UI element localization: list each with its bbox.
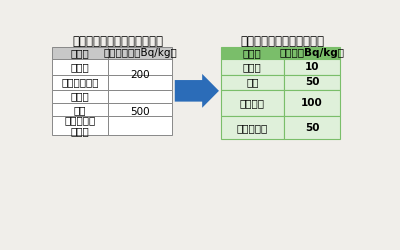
Bar <box>284 47 340 59</box>
Text: 放射性セシウムの暫定規制値: 放射性セシウムの暫定規制値 <box>73 36 164 49</box>
Polygon shape <box>175 74 219 108</box>
Text: 食品群: 食品群 <box>71 48 90 58</box>
Text: 200: 200 <box>130 70 150 80</box>
Text: 一般食品: 一般食品 <box>240 98 265 108</box>
Bar <box>52 103 108 116</box>
Bar <box>108 103 172 116</box>
Text: 食品群: 食品群 <box>243 48 262 58</box>
Bar <box>52 59 108 75</box>
Text: 500: 500 <box>130 108 150 118</box>
Bar <box>220 116 284 139</box>
Bar <box>52 75 108 90</box>
Text: 暫定規制値（Bq/kg）: 暫定規制値（Bq/kg） <box>103 48 177 58</box>
Text: 50: 50 <box>305 77 319 87</box>
Text: 牛乳: 牛乳 <box>246 77 258 87</box>
Bar <box>108 59 172 75</box>
Bar <box>52 47 108 59</box>
Bar <box>284 116 340 139</box>
Bar <box>220 90 284 116</box>
Text: 放射性セシウムの新基準値: 放射性セシウムの新基準値 <box>240 36 324 49</box>
Text: 飲料水: 飲料水 <box>71 62 90 72</box>
Text: 飲料水: 飲料水 <box>243 62 262 72</box>
Bar <box>52 116 108 135</box>
Text: 肉・卵・魚
その他: 肉・卵・魚 その他 <box>64 115 96 136</box>
Text: 乳児用食品: 乳児用食品 <box>237 123 268 133</box>
Bar <box>220 59 284 75</box>
Text: 100: 100 <box>301 98 323 108</box>
Bar <box>284 59 340 75</box>
Bar <box>284 75 340 90</box>
Bar <box>220 47 284 59</box>
Bar <box>108 75 172 90</box>
Text: 基準値（Bq/kg）: 基準値（Bq/kg） <box>280 48 344 58</box>
Bar <box>108 90 172 103</box>
Text: 50: 50 <box>305 123 319 133</box>
Bar <box>52 90 108 103</box>
Bar <box>284 90 340 116</box>
Bar <box>108 116 172 135</box>
Bar <box>220 75 284 90</box>
Text: 穀類: 穀類 <box>74 105 86 115</box>
Text: 牛乳・乳製品: 牛乳・乳製品 <box>62 77 99 87</box>
Bar <box>108 47 172 59</box>
Text: 野菜類: 野菜類 <box>71 92 90 102</box>
Text: 10: 10 <box>305 62 319 72</box>
